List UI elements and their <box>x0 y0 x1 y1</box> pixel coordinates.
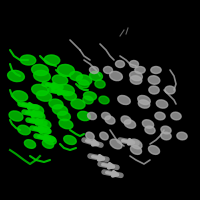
Ellipse shape <box>71 99 85 109</box>
Ellipse shape <box>90 71 102 81</box>
Ellipse shape <box>148 146 160 154</box>
Ellipse shape <box>142 120 154 128</box>
Ellipse shape <box>32 64 48 76</box>
Ellipse shape <box>32 84 48 96</box>
Ellipse shape <box>34 70 50 82</box>
Ellipse shape <box>58 84 74 96</box>
Ellipse shape <box>165 86 175 94</box>
Ellipse shape <box>149 86 159 94</box>
Ellipse shape <box>78 111 90 121</box>
Ellipse shape <box>145 126 155 134</box>
Ellipse shape <box>58 111 70 121</box>
Ellipse shape <box>130 71 142 81</box>
Ellipse shape <box>52 105 68 115</box>
Ellipse shape <box>38 125 50 135</box>
Ellipse shape <box>115 60 125 68</box>
Ellipse shape <box>138 100 150 108</box>
Ellipse shape <box>130 146 142 154</box>
Ellipse shape <box>24 140 36 148</box>
Ellipse shape <box>64 135 76 145</box>
Ellipse shape <box>18 125 30 135</box>
Ellipse shape <box>100 132 108 140</box>
Ellipse shape <box>52 75 68 85</box>
Ellipse shape <box>37 119 51 129</box>
Ellipse shape <box>171 112 181 120</box>
Ellipse shape <box>44 55 60 65</box>
Ellipse shape <box>135 66 145 73</box>
Ellipse shape <box>110 139 122 149</box>
Ellipse shape <box>130 139 142 149</box>
Ellipse shape <box>76 75 92 85</box>
Ellipse shape <box>20 55 36 65</box>
Ellipse shape <box>86 132 94 140</box>
Ellipse shape <box>42 140 54 148</box>
Ellipse shape <box>102 112 110 120</box>
Ellipse shape <box>70 71 82 81</box>
Ellipse shape <box>9 111 23 121</box>
Ellipse shape <box>151 66 161 73</box>
Ellipse shape <box>31 111 45 121</box>
Ellipse shape <box>64 92 76 100</box>
Ellipse shape <box>161 132 171 140</box>
Ellipse shape <box>28 105 44 115</box>
Ellipse shape <box>95 80 105 88</box>
Ellipse shape <box>156 100 168 108</box>
Ellipse shape <box>130 76 142 84</box>
Ellipse shape <box>148 76 160 84</box>
Ellipse shape <box>177 132 187 140</box>
Ellipse shape <box>118 95 130 105</box>
Ellipse shape <box>138 95 150 105</box>
Ellipse shape <box>44 135 56 145</box>
Ellipse shape <box>88 112 96 120</box>
Ellipse shape <box>161 126 171 134</box>
Ellipse shape <box>8 70 24 82</box>
Ellipse shape <box>49 99 63 109</box>
Ellipse shape <box>59 119 73 129</box>
Ellipse shape <box>124 120 136 128</box>
Ellipse shape <box>89 66 99 74</box>
Ellipse shape <box>83 96 93 104</box>
Ellipse shape <box>84 92 96 100</box>
Ellipse shape <box>129 60 139 68</box>
Ellipse shape <box>155 112 165 120</box>
Ellipse shape <box>79 80 89 88</box>
Ellipse shape <box>105 116 115 124</box>
Ellipse shape <box>36 91 52 101</box>
Ellipse shape <box>110 71 122 81</box>
Ellipse shape <box>12 91 28 101</box>
Ellipse shape <box>58 64 74 76</box>
Ellipse shape <box>121 116 131 124</box>
Ellipse shape <box>103 66 113 74</box>
Ellipse shape <box>99 96 109 104</box>
